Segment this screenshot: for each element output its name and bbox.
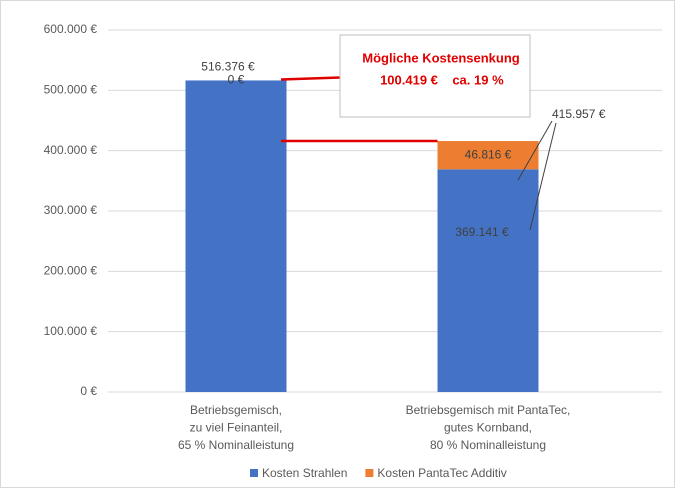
leader-line: [517, 120, 553, 181]
y-tick-label: 500.000 €: [44, 83, 98, 97]
data-label: 516.376 €: [201, 60, 255, 74]
data-label: 46.816 €: [465, 147, 512, 161]
x-tick-label: Betriebsgemisch,: [190, 403, 282, 417]
y-tick-label: 600.000 €: [44, 22, 98, 36]
x-tick-label: Betriebsgemisch mit PantaTec,: [406, 403, 571, 417]
legend-swatch: [250, 469, 258, 477]
legend-label: Kosten Strahlen: [262, 466, 347, 480]
data-label: 0 €: [228, 73, 245, 87]
bar-segment: [185, 80, 287, 392]
y-tick-label: 400.000 €: [44, 143, 98, 157]
data-label: 369.141 €: [455, 225, 509, 239]
y-tick-label: 100.000 €: [44, 324, 98, 338]
reference-line: [280, 76, 341, 81]
y-tick-label: 200.000 €: [44, 264, 98, 278]
x-tick-label: 65 % Nominalleistung: [178, 438, 294, 452]
callout-box: [339, 34, 531, 118]
bar-segment: [437, 141, 539, 170]
total-label: 415.957 €: [552, 107, 606, 121]
x-tick-label: 80 % Nominalleistung: [430, 438, 546, 452]
legend-label: Kosten PantaTec Additiv: [377, 466, 506, 480]
callout-title: Mögliche Kostensenkung: [362, 50, 520, 65]
x-tick-label: gutes Kornband,: [444, 421, 532, 435]
legend-swatch: [365, 469, 374, 477]
x-tick-label: zu viel Feinanteil,: [190, 421, 283, 435]
y-tick-label: 300.000 €: [44, 203, 98, 217]
bar-segment: [437, 169, 539, 392]
callout-line: ca. 19 %: [452, 72, 504, 87]
leader-line: [529, 122, 557, 231]
callout-line: 100.419 €: [380, 72, 438, 87]
y-tick-label: 0 €: [80, 384, 97, 398]
